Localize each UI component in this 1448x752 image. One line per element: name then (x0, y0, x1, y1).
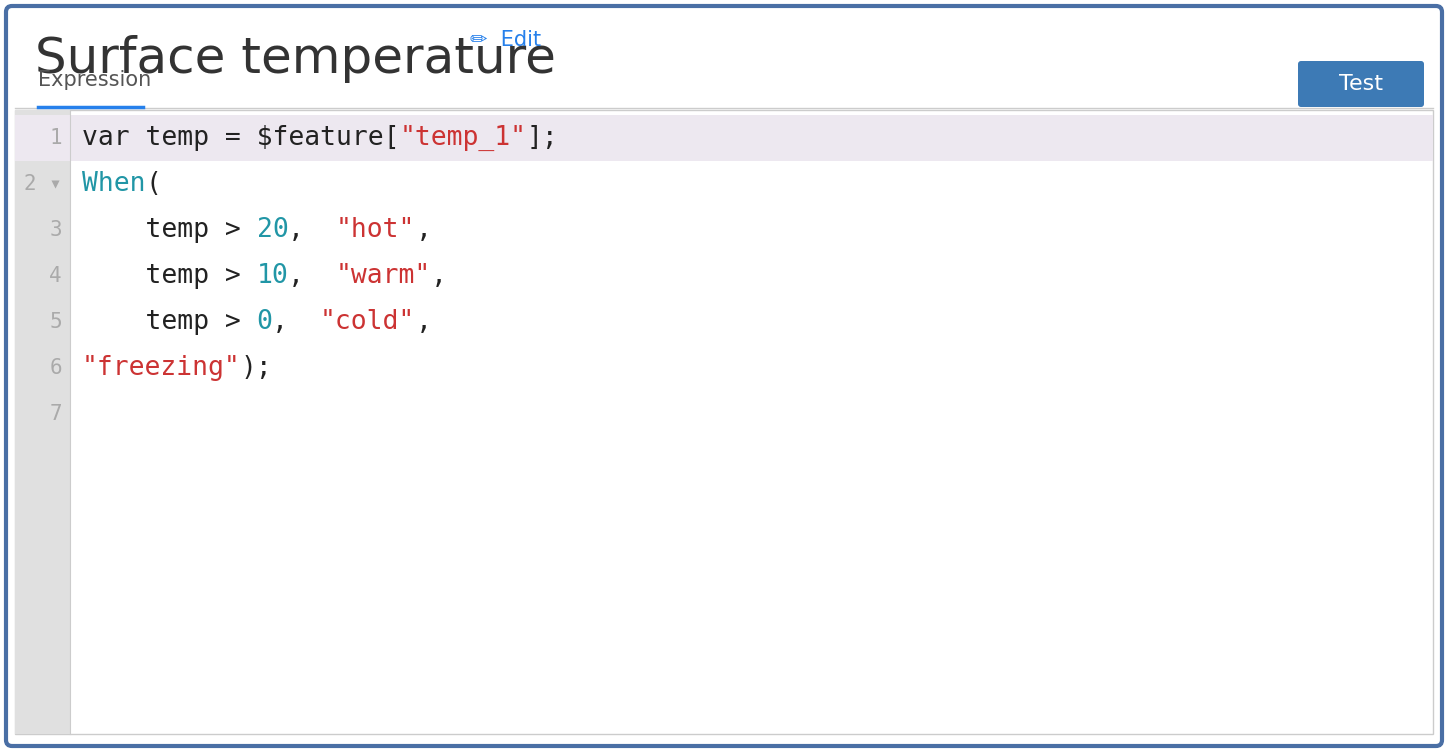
Text: "hot": "hot" (336, 217, 416, 243)
Text: "freezing": "freezing" (83, 355, 240, 381)
Text: 5: 5 (49, 312, 62, 332)
Text: ,: , (416, 217, 432, 243)
Text: When: When (83, 171, 145, 197)
Text: temp >: temp > (83, 309, 256, 335)
Bar (14, 60, 1434, 108)
Text: ];: ]; (527, 125, 559, 151)
Text: Surface temperature: Surface temperature (35, 35, 556, 83)
Text: Expression: Expression (38, 70, 151, 90)
Text: 3: 3 (49, 220, 62, 240)
Text: ,: , (416, 309, 432, 335)
Text: ,: , (288, 217, 336, 243)
FancyBboxPatch shape (1297, 61, 1423, 107)
Text: (: ( (145, 171, 161, 197)
Text: 20: 20 (256, 217, 288, 243)
Text: ✏  Edit: ✏ Edit (471, 30, 542, 50)
Text: Test: Test (1339, 74, 1383, 94)
Text: 6: 6 (49, 358, 62, 378)
Text: 7: 7 (49, 404, 62, 424)
Text: temp >: temp > (83, 217, 256, 243)
Bar (14, 110, 70, 734)
Text: ,: , (272, 309, 320, 335)
Text: 1: 1 (49, 128, 62, 148)
Text: "temp_1": "temp_1" (400, 125, 527, 151)
Text: "cold": "cold" (320, 309, 416, 335)
Text: var temp = $feature[: var temp = $feature[ (83, 125, 400, 151)
Text: temp >: temp > (83, 263, 256, 289)
Text: 10: 10 (256, 263, 288, 289)
Text: 0: 0 (256, 309, 272, 335)
Text: ,: , (288, 263, 336, 289)
Text: );: ); (240, 355, 272, 381)
FancyBboxPatch shape (6, 6, 1442, 746)
Bar (14, 110, 1434, 734)
Text: 4: 4 (49, 266, 62, 286)
Text: "warm": "warm" (336, 263, 432, 289)
Bar (14, 115, 1434, 161)
Text: ,: , (432, 263, 447, 289)
Text: 2 ▾: 2 ▾ (25, 174, 62, 194)
